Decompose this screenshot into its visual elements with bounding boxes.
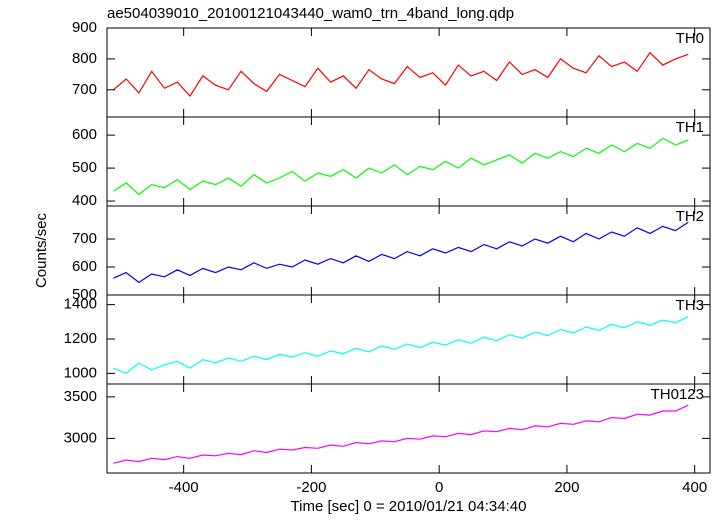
x-tick-label: -200 bbox=[296, 479, 326, 496]
panel-frame bbox=[106, 294, 711, 385]
panel-frame bbox=[106, 27, 711, 118]
series-line bbox=[113, 137, 689, 196]
y-tick-label: 400 bbox=[72, 192, 97, 209]
x-axis-label: Time [sec] 0 = 2010/01/21 04:34:40 bbox=[291, 498, 527, 515]
series-label: TH1 bbox=[676, 119, 704, 136]
series-label: TH2 bbox=[676, 208, 704, 225]
series-label: TH0 bbox=[676, 30, 704, 47]
series-line bbox=[113, 316, 689, 374]
series-line bbox=[113, 221, 689, 284]
series-line bbox=[113, 51, 689, 97]
panel-frame bbox=[106, 116, 711, 207]
y-tick-label: 1200 bbox=[64, 330, 97, 347]
y-tick-label: 3000 bbox=[64, 429, 97, 446]
y-tick-label: 600 bbox=[72, 126, 97, 143]
x-tick-label: -400 bbox=[169, 479, 199, 496]
y-tick-label: 600 bbox=[72, 258, 97, 275]
y-tick-label: 500 bbox=[72, 159, 97, 176]
x-tick-label: 400 bbox=[682, 479, 707, 496]
y-axis-label: Counts/sec bbox=[33, 212, 50, 288]
series-label: TH3 bbox=[676, 297, 704, 314]
y-tick-label: 700 bbox=[72, 230, 97, 247]
y-tick-label: 3500 bbox=[64, 388, 97, 405]
y-tick-label: 1400 bbox=[64, 296, 97, 313]
y-tick-label: 700 bbox=[72, 81, 97, 98]
series-line bbox=[113, 404, 689, 464]
panel-frame bbox=[106, 383, 711, 474]
panel-frame bbox=[106, 205, 711, 296]
x-tick-label: 0 bbox=[435, 479, 443, 496]
y-tick-label: 1000 bbox=[64, 364, 97, 381]
y-tick-label: 500 bbox=[72, 286, 97, 303]
series-label: TH0123 bbox=[651, 386, 704, 403]
chart-title: ae504039010_20100121043440_wam0_trn_4ban… bbox=[107, 5, 514, 22]
x-tick-label: 200 bbox=[554, 479, 579, 496]
y-tick-label: 900 bbox=[72, 19, 97, 36]
y-tick-label: 800 bbox=[72, 50, 97, 67]
